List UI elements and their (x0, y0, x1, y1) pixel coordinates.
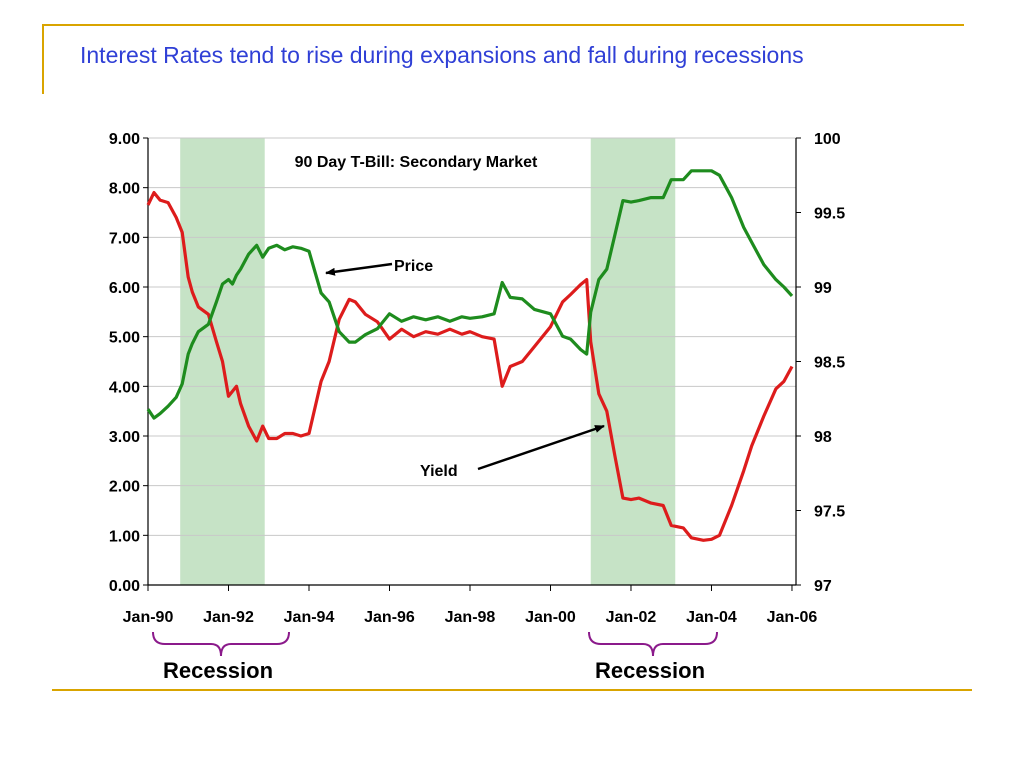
y-right-tick-label: 100 (814, 131, 841, 148)
y-left-tick-label: 1.00 (109, 528, 140, 545)
slide-title: Interest Rates tend to rise during expan… (80, 42, 804, 68)
yield-annotation-label: Yield (420, 463, 458, 480)
y-left-tick-label: 7.00 (109, 230, 140, 247)
recession-brace-2 (588, 631, 718, 657)
yield-arrow (477, 424, 605, 471)
recession-label-1: Recession (163, 658, 273, 683)
y-right-tick-label: 98.5 (814, 355, 845, 372)
chart-title: 90 Day T-Bill: Secondary Market (295, 154, 538, 171)
x-tick-label: Jan-94 (284, 609, 335, 626)
x-tick-label: Jan-06 (767, 609, 818, 626)
y-left-tick-label: 8.00 (109, 181, 140, 198)
y-left-tick-label: 0.00 (109, 578, 140, 595)
annotations: Price Yield (325, 258, 605, 480)
y-left-tick-label: 3.00 (109, 429, 140, 446)
recession-bands (180, 138, 676, 585)
y-right-tick-label: 98 (814, 429, 832, 446)
series-line-yield (146, 191, 794, 542)
x-tick-label: Jan-96 (364, 609, 415, 626)
axes: 0.00 1.00 2.00 3.00 4.00 5.00 6.00 7.00 8.00 9.00… (109, 131, 845, 626)
y-right-tick-label: 99.5 (814, 206, 845, 223)
x-tick-label: Jan-92 (203, 609, 254, 626)
y-right-tick-label: 97 (814, 578, 832, 595)
price-arrow (325, 262, 393, 276)
y-right-tick-label: 97.5 (814, 504, 845, 521)
recession-band-2 (590, 138, 676, 585)
series-lines (146, 169, 794, 542)
x-tick-label: Jan-04 (686, 609, 737, 626)
y-left-tick-label: 5.00 (109, 330, 140, 347)
y-left-tick-label: 4.00 (109, 379, 140, 396)
recession-braces: Recession Recession (152, 631, 718, 683)
x-tick-label: Jan-00 (525, 609, 576, 626)
x-tick-label: Jan-02 (606, 609, 657, 626)
series-line-price (146, 169, 794, 420)
recession-brace-1 (152, 631, 290, 657)
x-tick-label: Jan-98 (445, 609, 496, 626)
y-left-tick-label: 2.00 (109, 479, 140, 496)
x-tick-label: Jan-90 (123, 609, 174, 626)
y-left-tick-label: 9.00 (109, 131, 140, 148)
gridlines (148, 137, 796, 536)
recession-label-2: Recession (595, 658, 705, 683)
y-right-tick-label: 99 (814, 280, 832, 297)
frame-left-rule (42, 24, 44, 94)
frame-top-rule (42, 24, 964, 26)
frame-bottom-rule (52, 689, 972, 691)
y-left-tick-label: 6.00 (109, 280, 140, 297)
price-annotation-label: Price (394, 258, 433, 275)
